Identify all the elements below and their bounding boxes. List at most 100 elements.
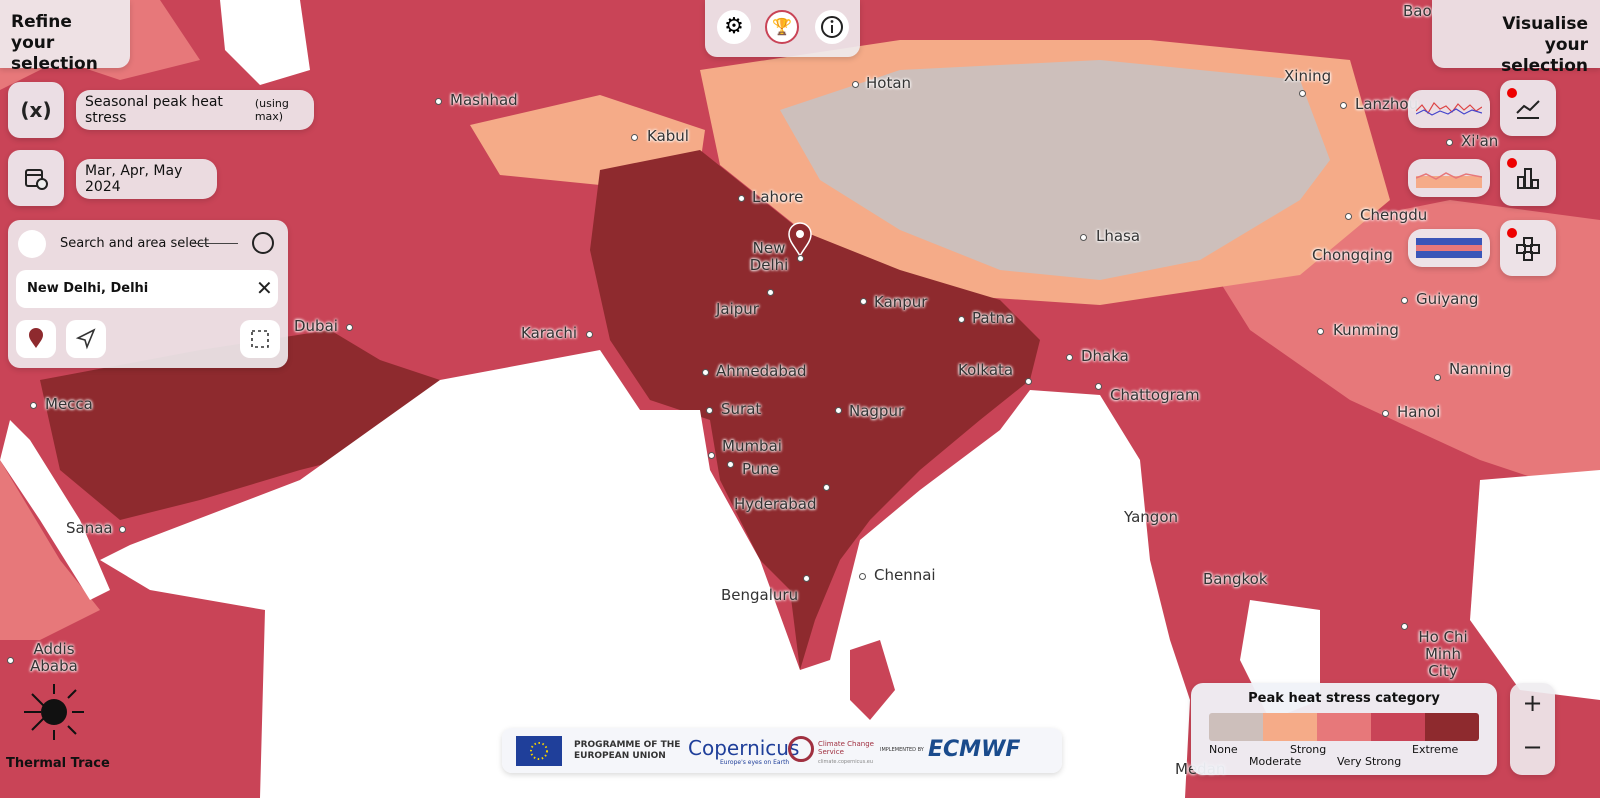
zoom-out[interactable]: −	[1522, 733, 1543, 761]
legend-title: Peak heat stress category	[1248, 691, 1440, 706]
logo-bar: PROGRAMME OF THE EUROPEAN UNION Copernic…	[502, 728, 1062, 773]
region	[40, 330, 440, 520]
zoom-in[interactable]: +	[1522, 689, 1543, 717]
implemented-text: IMPLEMENTED BY	[880, 747, 924, 753]
city-dot	[1345, 213, 1352, 220]
legend-swatch	[1263, 713, 1317, 741]
programme-text: PROGRAMME OF THE EUROPEAN UNION	[574, 740, 681, 761]
stripes-thumbnail[interactable]	[1408, 229, 1490, 267]
city-label: Mashhad	[450, 91, 518, 109]
area-button[interactable]	[240, 320, 280, 358]
city-label: Hyderabad	[734, 495, 817, 513]
city-dot	[7, 657, 14, 664]
trophy-button[interactable]: 🏆	[765, 10, 799, 44]
divider	[192, 243, 238, 244]
location: New Delhi, Delhi	[27, 281, 149, 296]
city-dot	[1340, 102, 1347, 109]
variable-pill[interactable]: Seasonal peak heat stress (using max)	[76, 90, 314, 130]
city-label: Chennai	[874, 566, 936, 584]
info-button[interactable]	[252, 232, 274, 254]
city-label: Hanoi	[1397, 403, 1441, 421]
city-dot	[1299, 90, 1306, 97]
city-label: Kabul	[647, 127, 689, 145]
city-dot	[1317, 328, 1324, 335]
city-dot	[1401, 297, 1408, 304]
city-dot	[706, 407, 713, 414]
info-button[interactable]	[815, 10, 849, 44]
city-dot	[30, 402, 37, 409]
city-label: Mecca	[45, 395, 93, 413]
period-button[interactable]	[8, 150, 64, 206]
city-dot	[727, 461, 734, 468]
city-label: Chengdu	[1360, 206, 1428, 224]
city-label: Pune	[742, 460, 780, 478]
city-dot	[958, 316, 965, 323]
c3s-icon	[788, 736, 814, 762]
city-label: Sanaa	[66, 519, 113, 537]
zoom-control: + −	[1510, 683, 1555, 775]
histogram-thumbnail[interactable]	[1408, 159, 1490, 197]
city-label: Nanning	[1449, 360, 1512, 378]
city-dot	[1382, 410, 1389, 417]
city-dot	[346, 324, 353, 331]
city-label: Ho Chi Minh City	[1418, 628, 1468, 680]
legend-swatch	[1371, 713, 1425, 741]
sea	[100, 350, 1190, 798]
city-label: Dubai	[294, 317, 338, 335]
legend: Peak heat stress category None Moderate St…	[1191, 683, 1497, 775]
variable-button[interactable]: (x)	[8, 82, 64, 138]
pin-button[interactable]	[16, 320, 56, 358]
city-label: Mumbai	[722, 437, 782, 455]
badge	[1507, 88, 1517, 98]
city-label: Karachi	[521, 324, 578, 342]
city-dot	[738, 195, 745, 202]
legend-label: Very Strong	[1337, 755, 1402, 768]
city-label: Surat	[721, 400, 762, 418]
city-label: Patna	[972, 309, 1015, 327]
city-label: Addis Ababa	[30, 640, 78, 675]
ecmwf-logo: ECMWF	[928, 737, 1021, 762]
brand-name: Thermal Trace	[6, 756, 110, 771]
legend-label: Moderate	[1249, 755, 1302, 768]
city-dot	[1095, 383, 1102, 390]
city-dot	[1446, 139, 1453, 146]
period-pill[interactable]: Mar, Apr, May 2024	[76, 159, 217, 199]
collapse-button[interactable]	[18, 230, 46, 258]
search-input[interactable]: New Delhi, Delhi ✕	[16, 270, 278, 308]
city-label: Bangkok	[1203, 570, 1268, 588]
city-label: Lanzhou	[1355, 95, 1419, 113]
variable-name: Seasonal peak heat stress	[85, 94, 223, 126]
island	[850, 640, 895, 720]
city-dot	[797, 255, 804, 262]
city-label: Hotan	[866, 74, 912, 92]
city-label: New Delhi	[749, 239, 789, 274]
city-label: Nagpur	[849, 402, 905, 420]
copernicus-logo: Copernicus	[688, 736, 800, 760]
visualise-panel: Visualise your selection	[1432, 0, 1600, 76]
city-dot	[586, 331, 593, 338]
search-title: Search and area select	[60, 236, 210, 251]
eu-flag	[516, 736, 562, 766]
clear-icon[interactable]: ✕	[256, 276, 273, 300]
legend-label: None	[1209, 743, 1238, 756]
city-label: Jaipur	[716, 300, 759, 318]
copernicus-tagline: Europe's eyes on Earth	[720, 759, 790, 766]
locate-button[interactable]	[66, 320, 106, 358]
legend-label: Strong	[1290, 743, 1327, 756]
city-dot	[859, 573, 866, 580]
city-dot	[803, 575, 810, 582]
refine-panel: Refine your selection	[0, 0, 130, 74]
timeseries-thumbnail[interactable]	[1408, 90, 1490, 128]
brand-icon	[24, 684, 84, 740]
legend-swatch	[1317, 713, 1371, 741]
calendar-icon	[25, 169, 48, 190]
city-dot	[1066, 354, 1073, 361]
legend-swatch	[1425, 713, 1479, 741]
city-dot	[1025, 378, 1032, 385]
city-label: Chongqing	[1312, 246, 1393, 264]
settings-button[interactable]: ⚙	[717, 10, 751, 44]
city-dot	[708, 452, 715, 459]
city-dot	[631, 134, 638, 141]
